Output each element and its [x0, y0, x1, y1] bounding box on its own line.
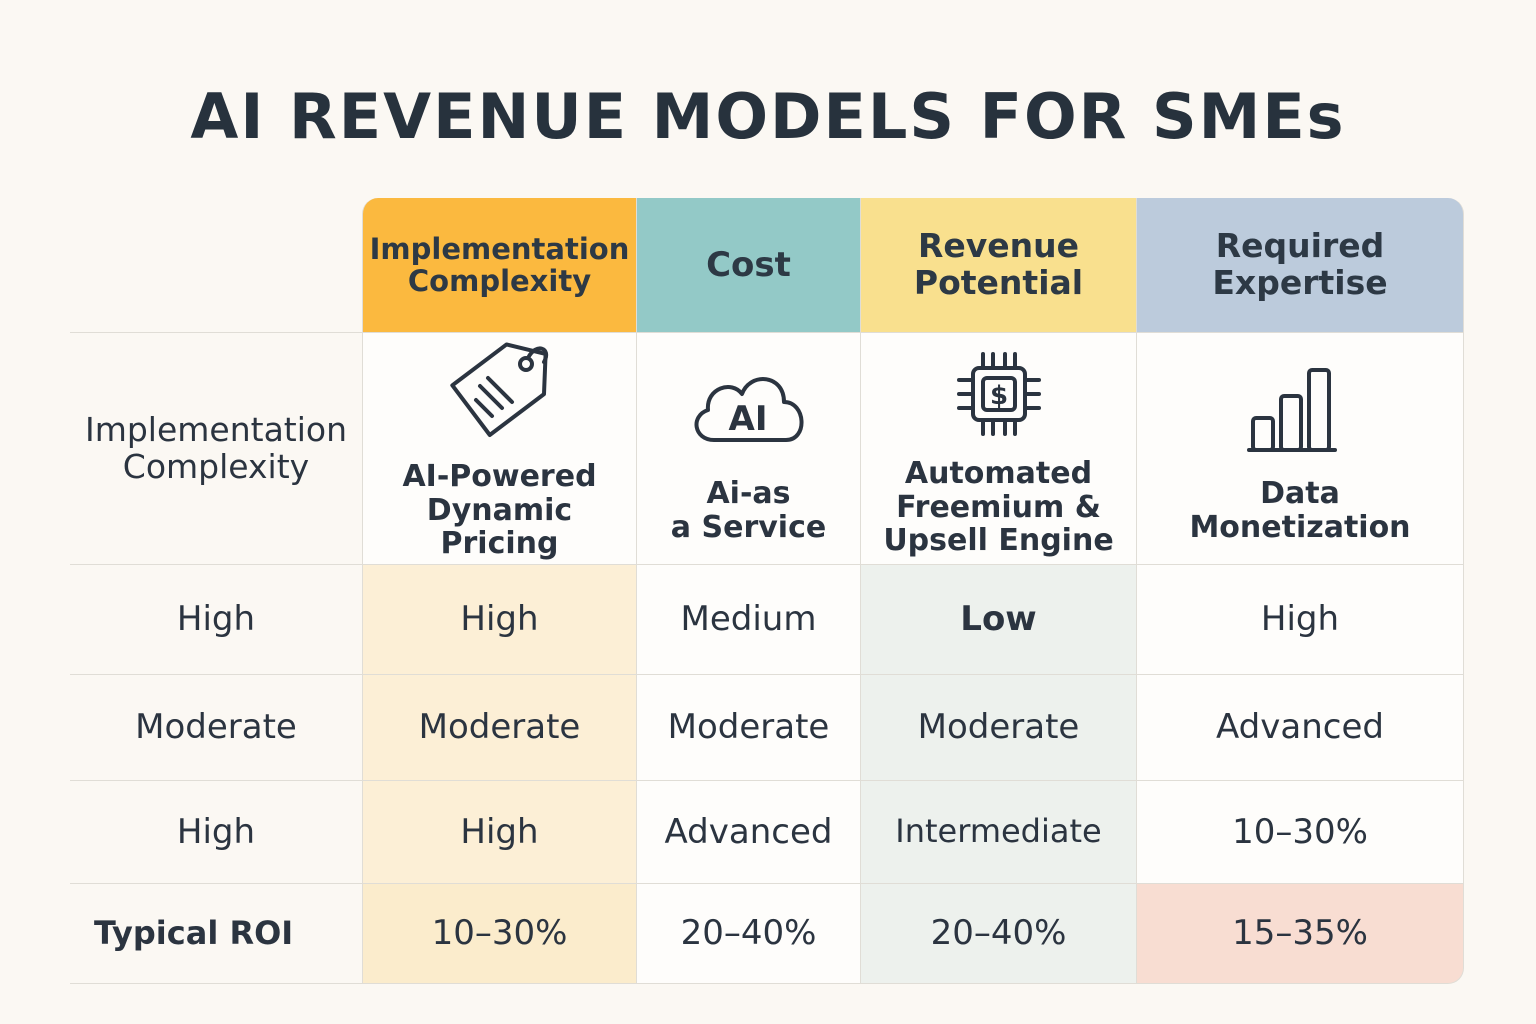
table-cell: Advanced	[1136, 675, 1464, 781]
price-tag-icon	[440, 336, 560, 446]
table-cell: 10–30%	[1136, 781, 1464, 884]
table-cell: 20–40%	[636, 884, 860, 984]
header-required-expertise: Required Expertise	[1136, 198, 1464, 332]
table-cell: High	[362, 781, 636, 884]
header-implementation-complexity: Implementation Complexity	[362, 198, 636, 332]
model-name: AI-Powered Dynamic Pricing	[402, 459, 597, 562]
model-ai-as-a-service: AI Ai-as a Service	[636, 332, 860, 565]
model-freemium-upsell: $ Automated Freemium & Upsell Engine	[860, 332, 1136, 565]
row-label: High	[70, 565, 362, 675]
row-label-models: Implementation Complexity	[70, 332, 362, 565]
table-cell: Low	[860, 565, 1136, 675]
model-data-monetization: Data Monetization	[1136, 332, 1464, 565]
row-label-typical-roi: Typical ROI	[70, 884, 362, 984]
header-cost: Cost	[636, 198, 860, 332]
model-dynamic-pricing: AI-Powered Dynamic Pricing	[362, 332, 636, 565]
header-revenue-potential: Revenue Potential	[860, 198, 1136, 332]
model-name: Automated Freemium & Upsell Engine	[883, 456, 1114, 559]
table-cell: 10–30%	[362, 884, 636, 984]
row-label: Moderate	[70, 675, 362, 781]
dollar-chip-text: $	[989, 381, 1007, 411]
bar-chart-icon	[1245, 353, 1355, 463]
table-cell: Moderate	[362, 675, 636, 781]
table-corner	[70, 198, 362, 332]
table-cell: Moderate	[636, 675, 860, 781]
table-cell: 15–35%	[1136, 884, 1464, 984]
page-title: AI REVENUE MODELS FOR SMEs	[190, 80, 1346, 153]
table-cell: High	[1136, 565, 1464, 675]
table-cell: Medium	[636, 565, 860, 675]
row-label: High	[70, 781, 362, 884]
ai-cloud-icon: AI	[684, 353, 814, 463]
comparison-table: Implementation Complexity Cost Revenue P…	[70, 198, 1464, 984]
table-cell: Intermediate	[860, 781, 1136, 884]
dollar-chip-icon: $	[949, 339, 1049, 449]
table-cell: High	[362, 565, 636, 675]
table-cell: 20–40%	[860, 884, 1136, 984]
model-name: Ai-as a Service	[670, 475, 827, 545]
ai-cloud-text: AI	[728, 399, 767, 439]
table-cell: Moderate	[860, 675, 1136, 781]
table-cell: Advanced	[636, 781, 860, 884]
model-name: Data Monetization	[1189, 475, 1411, 545]
